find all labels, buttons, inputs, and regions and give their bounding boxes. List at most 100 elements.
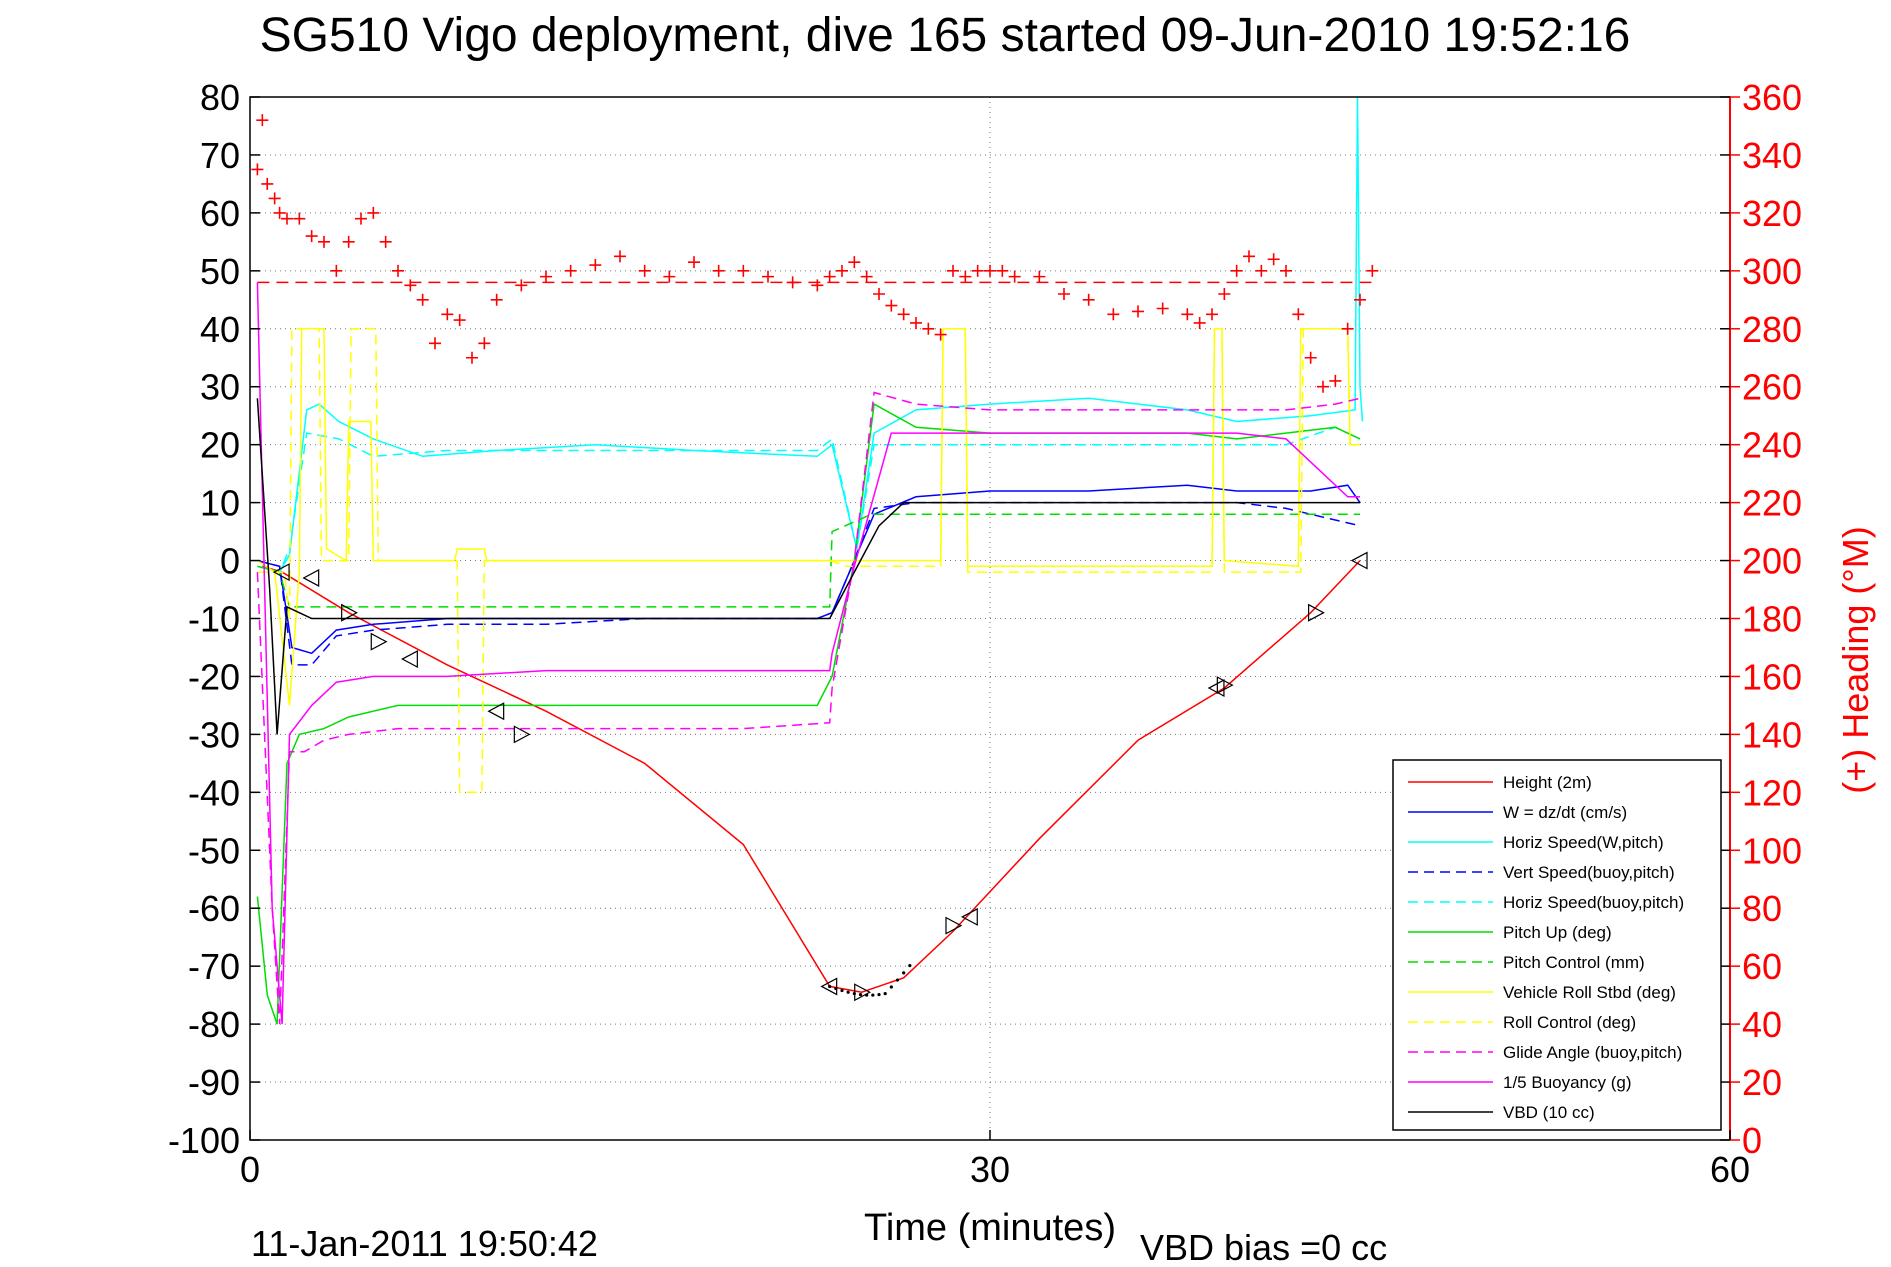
series-line-0 xyxy=(262,560,1361,993)
y-tick-label-9: -10 xyxy=(188,599,240,640)
dive-markers-layer xyxy=(272,551,1368,1002)
heading-point-23 xyxy=(515,279,528,292)
heading-point-62 xyxy=(1230,264,1243,277)
heading-point-20 xyxy=(466,351,478,364)
heading-point-67 xyxy=(1292,308,1305,321)
heading-point-22 xyxy=(490,293,503,306)
legend-label-4: Horiz Speed(buoy,pitch) xyxy=(1503,893,1684,912)
y-tick-label-2: 60 xyxy=(200,193,240,234)
dive-marker-5 xyxy=(487,702,505,721)
heading-point-11 xyxy=(355,212,367,225)
y2-tick-label-2: 320 xyxy=(1742,193,1802,234)
legend-label-0: Height (2m) xyxy=(1503,773,1592,792)
heading-point-71 xyxy=(1341,322,1354,335)
y2-tick-label-7: 220 xyxy=(1742,483,1802,524)
heading-point-35 xyxy=(811,279,824,292)
y-tick-label-5: 30 xyxy=(200,367,240,408)
heading-point-52 xyxy=(1033,270,1046,283)
y2-tick-label-11: 140 xyxy=(1742,714,1802,755)
heading-point-47 xyxy=(959,270,972,283)
heading-point-28 xyxy=(638,264,651,277)
heading-point-64 xyxy=(1255,264,1268,277)
dive-marker-9 xyxy=(945,916,963,935)
heading-point-66 xyxy=(1280,264,1292,277)
heading-point-41 xyxy=(885,299,898,312)
heading-point-32 xyxy=(737,264,750,277)
heading-point-21 xyxy=(478,337,491,350)
heading-point-31 xyxy=(712,264,725,277)
heading-point-8 xyxy=(318,235,330,248)
y-tick-label-7: 10 xyxy=(200,483,240,524)
heading-point-43 xyxy=(910,316,922,329)
heading-point-70 xyxy=(1329,374,1342,387)
apogee-dot-7 xyxy=(871,993,875,997)
heading-point-37 xyxy=(836,264,848,277)
y-tick-label-0: 80 xyxy=(200,77,240,118)
dive-marker-11 xyxy=(1207,679,1225,698)
dive-marker-1 xyxy=(302,568,320,587)
heading-point-13 xyxy=(379,235,392,248)
y-tick-label-15: -70 xyxy=(188,946,240,987)
y-tick-label-13: -50 xyxy=(188,830,240,871)
y2-tick-label-17: 20 xyxy=(1742,1062,1782,1103)
apogee-dot-10 xyxy=(889,985,893,989)
heading-point-68 xyxy=(1304,351,1317,364)
heading-point-18 xyxy=(441,308,454,321)
y-tick-label-10: -20 xyxy=(188,656,240,697)
series-layer xyxy=(256,96,1364,1025)
legend-label-5: Pitch Up (deg) xyxy=(1503,923,1612,942)
heading-point-27 xyxy=(614,250,626,263)
series-line-4 xyxy=(257,426,1361,573)
heading-point-15 xyxy=(404,279,417,292)
heading-point-39 xyxy=(860,270,873,283)
heading-point-7 xyxy=(305,230,318,243)
heading-point-10 xyxy=(342,235,355,248)
legend-label-10: 1/5 Buoyancy (g) xyxy=(1503,1073,1632,1092)
apogee-dot-5 xyxy=(858,992,863,997)
heading-point-42 xyxy=(897,308,910,321)
heading-point-34 xyxy=(786,276,799,289)
legend-label-3: Vert Speed(buoy,pitch) xyxy=(1503,863,1675,882)
y2-tick-label-12: 120 xyxy=(1742,772,1802,813)
series-line-6 xyxy=(257,513,1360,608)
heading-point-59 xyxy=(1193,316,1206,329)
chart-title: SG510 Vigo deployment, dive 165 started … xyxy=(260,9,1631,62)
heading-point-72 xyxy=(1354,293,1366,306)
dive-marker-12 xyxy=(1216,676,1234,695)
y-tick-label-12: -40 xyxy=(188,772,240,813)
dive-marker-7 xyxy=(820,977,838,996)
legend-box xyxy=(1392,759,1722,1131)
heading-point-53 xyxy=(1058,288,1070,301)
y2-tick-label-18: 0 xyxy=(1742,1120,1762,1161)
y-tick-label-8: 0 xyxy=(220,541,240,582)
heading-point-0 xyxy=(251,163,264,176)
heading-point-16 xyxy=(416,293,429,306)
y-tick-label-1: 70 xyxy=(200,135,240,176)
series-line-10 xyxy=(256,282,1360,1025)
dive-marker-10 xyxy=(960,907,978,926)
heading-point-14 xyxy=(392,264,404,277)
heading-point-33 xyxy=(762,270,774,283)
apogee-dot-1 xyxy=(834,986,838,991)
y2-tick-label-15: 60 xyxy=(1742,946,1782,987)
heading-point-44 xyxy=(922,322,935,335)
legend-label-11: VBD (10 cc) xyxy=(1503,1103,1595,1122)
legend: Height (2m) W = dz/dt (cm/s) Horiz Speed(W… xyxy=(1392,759,1722,1131)
y2-axis-label: (+) Heading (°M) xyxy=(1835,526,1876,793)
heading-point-5 xyxy=(281,212,293,225)
heading-point-38 xyxy=(848,256,861,269)
y-tick-label-11: -30 xyxy=(188,714,240,755)
dive-marker-13 xyxy=(1308,603,1325,622)
series-line-8 xyxy=(257,328,1360,794)
y2-tick-label-0: 360 xyxy=(1742,77,1802,118)
heading-point-49 xyxy=(984,264,996,277)
y2-tick-label-9: 180 xyxy=(1742,599,1802,640)
heading-point-6 xyxy=(293,212,306,225)
apogee-dot-3 xyxy=(846,990,850,994)
heading-point-9 xyxy=(330,264,343,277)
vbd-bias-label: VBD bias =0 cc xyxy=(1140,1227,1387,1262)
dive-marker-4 xyxy=(401,650,418,669)
heading-point-30 xyxy=(688,256,700,269)
